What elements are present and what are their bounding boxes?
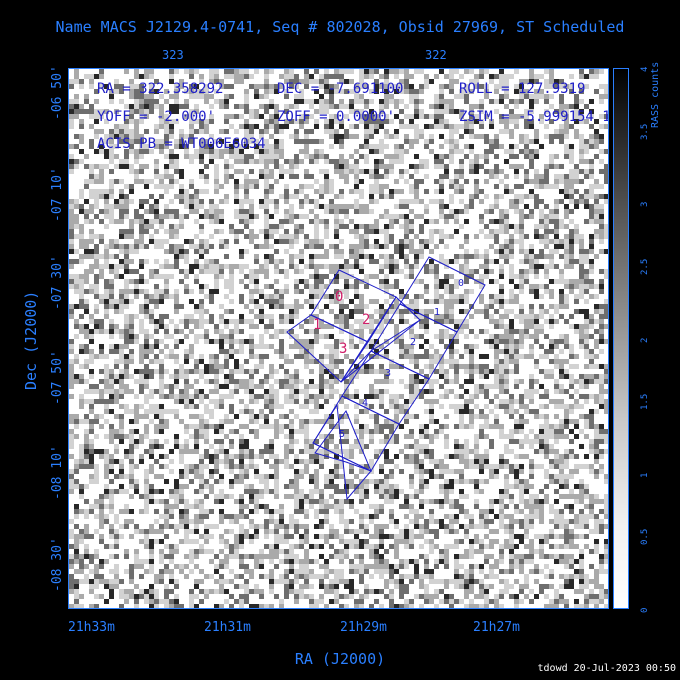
acis-i-chip-label: 0 — [335, 289, 343, 305]
top-tick-label: 322 — [425, 48, 447, 62]
y-axis-title: Dec (J2000) — [22, 290, 40, 390]
colorbar-tick-label: 0 — [640, 607, 650, 613]
x-tick-label: 21h27m — [473, 620, 520, 635]
acis-i-chip-1 — [286, 314, 369, 383]
dec-readout: DEC = -7.691100 — [277, 81, 404, 97]
plot-title: Name MACS J2129.4-0741, Seq # 802028, Ob… — [55, 18, 625, 36]
x-tick-label: 21h33m — [68, 620, 115, 635]
colorbar-tick-label: 0.5 — [640, 529, 650, 546]
acis-s-chip-label: 4 — [362, 398, 368, 409]
acis-s-chip-3 — [312, 395, 400, 472]
acis-s-chip-4 — [312, 403, 372, 501]
colorbar-label: RASS counts — [650, 61, 661, 128]
x-axis-title: RA (J2000) — [294, 650, 386, 668]
y-tick-label: -06 50' — [50, 65, 65, 120]
acis-s-chip-label: 0 — [458, 278, 464, 289]
colorbar-tick-label: 1 — [640, 472, 650, 478]
footer-stamp: tdowd 20-Jul-2023 00:50 — [537, 663, 676, 674]
acis-i-chip-label: 2 — [362, 312, 370, 328]
acis-s-chip-label: 2 — [410, 337, 416, 348]
acis-i-chip-label: 3 — [339, 341, 347, 357]
y-tick-label: -08 30' — [50, 537, 65, 592]
y-tick-label: -07 50' — [50, 350, 65, 405]
acis-s-chip-label: 1 — [434, 307, 440, 318]
colorbar-tick-label: 2 — [640, 337, 650, 343]
rass-noise-map — [69, 69, 608, 608]
y-tick-label: -07 30' — [50, 255, 65, 310]
colorbar-tick-label: 3.5 — [640, 123, 650, 140]
x-tick-label: 21h31m — [204, 620, 251, 635]
roll-readout: ROLL = 127.9319 — [459, 81, 586, 97]
top-tick-label: 323 — [162, 48, 184, 62]
colorbar-tick-label: 1.5 — [640, 393, 650, 411]
x-tick-label: 21h29m — [340, 620, 387, 635]
colorbar — [613, 68, 629, 609]
acis-pb-readout: ACIS PB = WT006E6034 — [97, 136, 266, 152]
y-tick-label: -08 10' — [50, 445, 65, 500]
colorbar-tick-label: 2.5 — [640, 258, 650, 275]
acis-s-chip-5 — [314, 409, 372, 472]
y-tick-label: -07 10' — [50, 167, 65, 222]
colorbar-tick-label: 4 — [640, 66, 650, 72]
acis-s-chip-label: 3 — [385, 368, 391, 379]
acis-s-chip-label: 5 — [339, 429, 345, 440]
acis-s-chip-0 — [399, 256, 486, 333]
acis-i-chip-label: 1 — [313, 317, 321, 333]
zoff-readout: ZOFF = 0.0000' — [277, 109, 396, 125]
colorbar-tick-label: 3 — [640, 201, 650, 208]
zsim-readout: ZSIM = -5.999154 10022 — [459, 109, 608, 125]
ra-readout: RA = 322.358292 — [97, 81, 224, 97]
yoff-readout: YOFF = -2.000' — [97, 109, 216, 125]
acis-i-chip-3 — [340, 296, 421, 383]
